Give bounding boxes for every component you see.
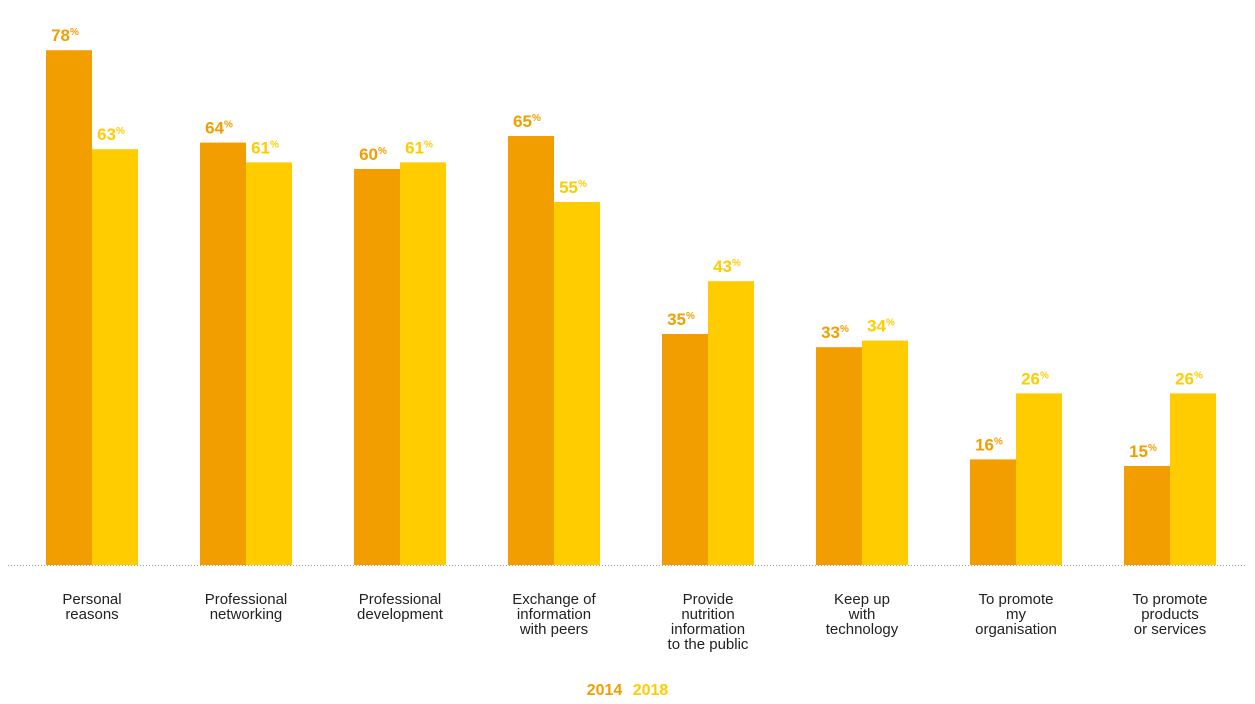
bar-2014-0 (46, 50, 92, 565)
data-label-2014-2: 60% (359, 145, 387, 164)
data-label-2014-3: 65% (513, 112, 541, 131)
data-label-2014-4: 35% (667, 310, 695, 329)
bar-2014-7 (1124, 466, 1170, 565)
bar-2018-7 (1170, 393, 1216, 565)
chart-legend: 2014 2018 (0, 682, 1255, 700)
data-label-2014-1: 64% (205, 119, 233, 138)
data-label-2018-7: 26% (1175, 369, 1203, 388)
data-label-2018-1: 61% (251, 138, 279, 157)
category-label-2: Professional development (357, 591, 444, 623)
data-label-2018-3: 55% (559, 178, 587, 197)
data-label-2018-4: 43% (713, 257, 741, 276)
data-label-2018-2: 61% (405, 138, 433, 157)
data-label-2014-6: 16% (975, 435, 1003, 454)
bar-2018-1 (246, 162, 292, 565)
category-label-6: To promote my organisation (975, 591, 1057, 638)
bar-2014-2 (354, 169, 400, 565)
bar-2014-1 (200, 142, 246, 565)
bar-2014-6 (970, 459, 1016, 565)
data-label-2014-5: 33% (821, 323, 849, 342)
category-label-5: Keep up with technology (826, 591, 899, 638)
data-label-2018-6: 26% (1021, 369, 1049, 388)
bar-2018-6 (1016, 393, 1062, 565)
category-label-0: Personal reasons (62, 591, 121, 623)
bar-2018-2 (400, 162, 446, 565)
bar-2014-5 (816, 347, 862, 565)
data-label-2018-5: 34% (867, 317, 895, 336)
data-label-2014-0: 78% (51, 26, 79, 45)
bar-2014-4 (662, 334, 708, 565)
data-label-2018-0: 63% (97, 125, 125, 144)
bar-2018-0 (92, 149, 138, 565)
legend-item-2018: 2018 (632, 682, 669, 699)
category-label-4: Provide nutrition information to the public (668, 591, 749, 653)
category-label-7: To promote products or services (1132, 591, 1207, 638)
category-label-3: Exchange of information with peers (512, 591, 596, 638)
bar-2014-3 (508, 136, 554, 565)
category-label-1: Professional networking (205, 591, 288, 623)
bar-2018-3 (554, 202, 600, 565)
data-label-2014-7: 15% (1129, 442, 1157, 461)
bar-2018-5 (862, 340, 908, 565)
legend-item-2014: 2014 (586, 682, 623, 699)
bar-2018-4 (708, 281, 754, 565)
